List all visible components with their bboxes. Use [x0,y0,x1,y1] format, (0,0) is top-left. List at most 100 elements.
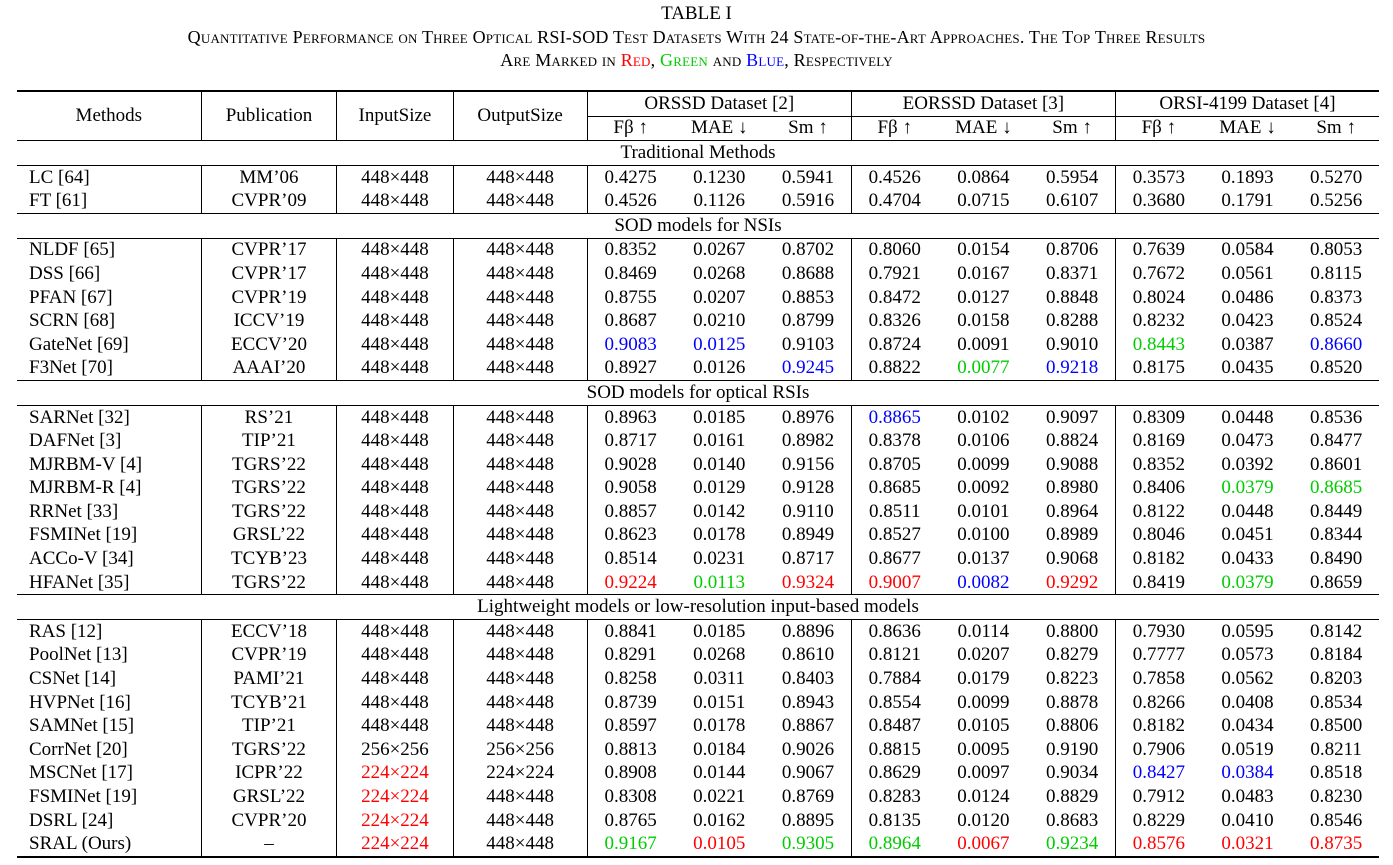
metric-value: 0.8534 [1310,691,1363,713]
metric-value: 0.8352 [604,239,657,261]
metric-value: 0.0268 [693,262,746,284]
method-name: SAMNet [15] [17,714,202,739]
metric-value: 0.8629 [868,762,921,784]
metric-value: 0.0519 [1221,738,1274,760]
metric-value: 0.0151 [693,691,746,713]
results-body: Traditional Methods LC [64] MM’06 448×448 44… [17,140,1379,858]
method-name: MSCNet [17] [17,761,202,786]
table-row: RRNet [33] TGRS’22 448×448 448×448 0.8857 0.0… [17,500,1379,524]
metric-value: 0.8427 [1132,762,1185,784]
metric-header: Sm ↑ [1029,115,1116,141]
metric-value: 0.8815 [868,738,921,760]
table-row: NLDF [65] CVPR’17 448×448 448×448 0.8352 0.02… [17,238,1379,263]
metric-value: 0.7921 [868,262,921,284]
method-name: MJRBM-R [4] [17,476,202,501]
table-row: HFANet [35] TGRS’22 448×448 448×448 0.9224 0.… [17,570,1379,595]
metric-value: 0.8472 [868,286,921,308]
publication: CVPR’17 [201,262,338,286]
metric-value: 0.9245 [765,356,852,381]
input-size: 224×224 [336,832,454,858]
metric-value: 0.0561 [1221,262,1274,284]
output-size: 448×448 [453,832,588,858]
metric-header: Fβ ↑ [587,115,674,141]
method-name: HFANet [35] [17,570,202,595]
metric-value: 0.8853 [765,285,852,310]
input-size: 448×448 [336,570,454,595]
metric-value: 0.8724 [868,333,921,355]
metric-value: 0.8406 [1132,477,1185,499]
method-name: LC [64] [17,165,202,190]
metric-value: 0.6107 [1029,189,1116,214]
metric-value: 0.0095 [957,738,1010,760]
group-title: Lightweight models or low-resolution inp… [17,594,1379,621]
table-row: PoolNet [13] CVPR’19 448×448 448×448 0.8291 0… [17,643,1379,668]
input-size: 448×448 [336,285,454,310]
metric-value: 0.0451 [1221,524,1274,546]
input-size: 448×448 [336,690,454,715]
metric-value: 0.0864 [957,166,1010,188]
metric-value: 0.8964 [1029,500,1116,524]
table-row: CorrNet [20] TGRS’22 256×256 256×256 0.8813 0… [17,738,1379,762]
metric-value: 0.0125 [693,333,746,355]
table-caption: TABLE I Quantitative Performance on Thre… [0,0,1393,72]
metric-value: 0.8500 [1310,715,1363,737]
publication: TIP’21 [201,714,338,739]
publication: CVPR’20 [201,808,338,833]
metric-value: 0.8288 [1029,309,1116,333]
title-prefix: Are Marked in [500,50,621,70]
metric-value: 0.0423 [1221,310,1274,332]
method-name: DSS [66] [17,262,202,286]
metric-value: 0.0379 [1221,477,1274,499]
metric-value: 0.0584 [1221,239,1274,261]
method-name: RRNet [33] [17,500,202,524]
metric-value: 0.4526 [868,166,921,188]
metric-value: 0.1893 [1221,166,1274,188]
output-size: 448×448 [453,262,588,286]
metric-value: 0.0321 [1201,832,1294,858]
publication: TGRS’22 [201,500,338,524]
publication: ECCV’18 [201,619,338,644]
metric-header: MAE ↓ [1201,115,1294,141]
method-name: ACCo-V [34] [17,547,202,571]
metric-value: 0.9058 [604,477,657,499]
metric-value: 0.0435 [1221,357,1274,379]
results-table: Methods Publication InputSize OutputSize… [17,89,1379,858]
metric-value: 0.8443 [1132,333,1185,355]
metric-value: 0.8378 [868,430,921,452]
output-size: 448×448 [453,165,588,190]
table-row: DSS [66] CVPR’17 448×448 448×448 0.8469 0.026… [17,262,1379,286]
metric-value: 0.0207 [957,644,1010,666]
input-size: 448×448 [336,452,454,477]
metric-value: 0.0231 [693,548,746,570]
publication: PAMI’21 [201,667,338,691]
output-size: 448×448 [453,356,588,381]
metric-value: 0.8717 [604,430,657,452]
metric-header: Fβ ↑ [1115,115,1202,141]
metric-value: 0.5954 [1029,165,1116,190]
metric-value: 0.0268 [693,644,746,666]
metric-value: 0.8800 [1029,619,1116,644]
metric-value: 0.1791 [1221,190,1274,212]
metric-value: 0.8927 [604,357,657,379]
publication: CVPR’19 [201,285,338,310]
metric-value: 0.5941 [765,165,852,190]
metric-value: 0.8527 [868,524,921,546]
publication: ECCV’20 [201,332,338,357]
table-title-line-1: Quantitative Performance on Three Optica… [187,27,1206,47]
metric-value: 0.0126 [693,357,746,379]
table-row: SRAL (Ours) –224×224 448×448 0.9167 0.0105 0.… [17,832,1379,858]
metric-value: 0.8308 [604,786,657,808]
metric-value: 0.9324 [765,570,852,595]
metric-value: 0.0097 [957,762,1010,784]
method-name: GateNet [69] [17,332,202,357]
metric-value: 0.8477 [1310,430,1363,452]
metric-value: 0.0185 [693,620,746,642]
table-row: LC [64] MM’06 448×448 448×448 0.4275 0.1230 0.… [17,165,1379,190]
metric-value: 0.7930 [1132,620,1185,642]
metric-value: 0.8963 [604,406,657,428]
publication: CVPR’19 [201,643,338,668]
metric-value: 0.8735 [1293,832,1379,858]
metric-value: 0.0486 [1221,286,1274,308]
metric-value: 0.0102 [957,406,1010,428]
publication: – [201,832,338,858]
